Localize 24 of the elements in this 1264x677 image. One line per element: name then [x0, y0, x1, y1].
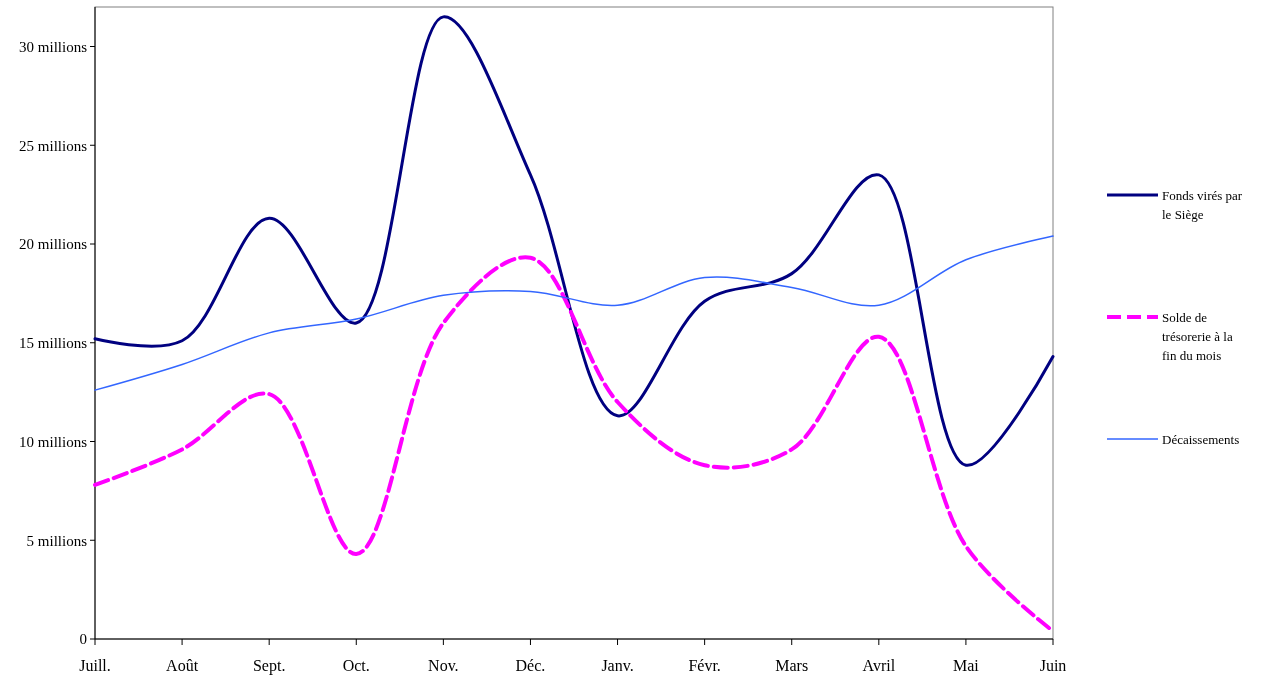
x-tick-label: Avril	[862, 657, 896, 674]
x-tick-label: Mars	[775, 657, 809, 674]
x-tick-label: Févr.	[688, 657, 721, 674]
y-tick-label: 5 millions	[26, 532, 88, 549]
x-tick-label: Août	[166, 657, 199, 674]
x-tick-label: Mai	[953, 657, 980, 674]
y-tick-label: 15 millions	[19, 335, 88, 351]
legend-label: Décaissements	[1162, 432, 1240, 447]
legend-label: Fonds virés par le Siège	[1162, 188, 1243, 222]
x-tick-label: Sept.	[252, 657, 286, 675]
x-tick-label: Janv.	[601, 657, 634, 674]
y-tick-label: 0	[79, 631, 87, 648]
y-tick-label: 10 millions	[19, 433, 88, 450]
x-tick-label: Juill.	[79, 657, 111, 674]
x-tick-label: Juin	[1039, 657, 1067, 674]
y-tick-label: 25 millions	[19, 137, 88, 154]
y-tick-label: 20 millions	[19, 236, 88, 253]
line-series	[94, 235, 1054, 391]
y-tick-label: 30 millions	[19, 38, 88, 55]
legend-label: Solde de trésorerie à la fin du mois	[1162, 310, 1233, 363]
x-tick-label: Oct.	[342, 657, 370, 674]
x-tick-label: Nov.	[428, 657, 459, 674]
x-tick-label: Déc.	[515, 657, 546, 674]
line-series	[93, 15, 1055, 467]
